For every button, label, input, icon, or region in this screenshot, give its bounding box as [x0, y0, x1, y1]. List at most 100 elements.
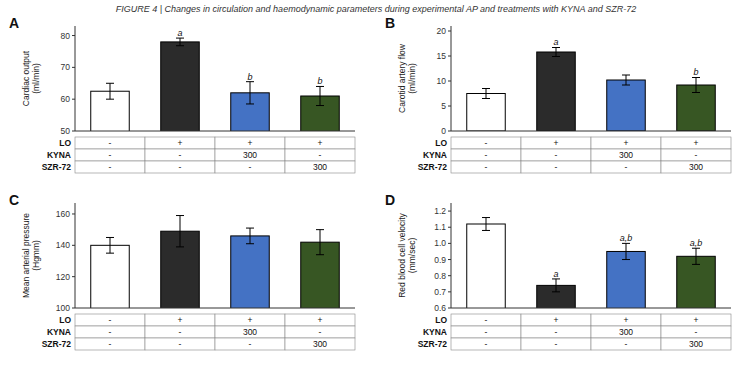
table-cell [145, 314, 215, 326]
table-cell [145, 149, 215, 161]
error-bar [482, 218, 490, 231]
table-cell [591, 326, 661, 338]
bar [161, 42, 200, 131]
table-cell-text: - [109, 315, 112, 325]
panel: BCarotid artery flow(ml/min)05101520abLO… [385, 15, 731, 173]
table-cell [285, 161, 355, 173]
table-cell [75, 149, 145, 161]
table-cell [451, 314, 521, 326]
bars [467, 224, 716, 308]
y-axis-line [451, 26, 452, 131]
bar [467, 224, 506, 308]
y-tick-label: 5 [441, 101, 446, 111]
bar [607, 80, 646, 131]
error-bar [246, 82, 254, 104]
bars [467, 52, 716, 131]
table-cell-text: - [555, 162, 558, 172]
y-axis-label: Carotid artery flow(ml/min) [397, 43, 417, 113]
y-tick-label: 1.1 [434, 222, 446, 232]
table-cell [661, 338, 731, 350]
table-cell-text: - [485, 327, 488, 337]
x-axis-line [451, 131, 731, 132]
table-cell [661, 326, 731, 338]
table-cell [521, 314, 591, 326]
table-cell-text: - [485, 150, 488, 160]
table-cell [75, 338, 145, 350]
y-tick-label: 20 [437, 26, 447, 36]
y-axis-label: Mean arterial pressure(Hgmm) [21, 213, 41, 298]
table-cell-text: + [554, 138, 559, 148]
table-cell [591, 314, 661, 326]
table-cell [591, 149, 661, 161]
table-cell-text: - [179, 327, 182, 337]
table-cell [215, 137, 285, 149]
table-cell-text: - [555, 339, 558, 349]
error-bar [552, 48, 560, 57]
bars [91, 231, 340, 308]
table-cell-text: - [485, 315, 488, 325]
table-cell-text: 300 [619, 150, 633, 160]
table-cell-text: + [554, 315, 559, 325]
table-cell [145, 338, 215, 350]
table-row-label: LO [435, 138, 447, 148]
y-tick-label: 15 [437, 51, 447, 61]
bar [91, 245, 130, 308]
table-cell [661, 137, 731, 149]
table-cell-text: + [248, 315, 253, 325]
y-axis-label-line: (ml/min) [31, 63, 41, 94]
table-cell [661, 161, 731, 173]
table-cell [215, 326, 285, 338]
error-bar [246, 228, 254, 244]
table-cell-text: - [109, 339, 112, 349]
table-cell-text: 300 [313, 162, 327, 172]
table-cell [451, 338, 521, 350]
table-cell [285, 149, 355, 161]
y-tick-label: 0.8 [434, 271, 446, 281]
y-tick-label: 0.7 [434, 287, 446, 297]
annotation: a,b [690, 238, 703, 248]
y-axis-label-line: (mm/sec) [407, 238, 417, 274]
y-axis-label-line: Carotid artery flow [397, 43, 407, 113]
error-bar [106, 83, 114, 99]
error-bar [316, 230, 324, 255]
bars [91, 42, 340, 131]
table-cell-text: + [178, 315, 183, 325]
table-cell [451, 326, 521, 338]
table-cell-text: - [319, 150, 322, 160]
table-row-label: SZR-72 [42, 339, 72, 349]
table-cell [145, 326, 215, 338]
table-cell [521, 338, 591, 350]
table-cell-text: + [318, 138, 323, 148]
panel: DRed blood cell velocity(mm/sec)0.60.70.… [385, 192, 731, 391]
table-cell [215, 338, 285, 350]
y-tick-label: 80 [61, 31, 71, 41]
annotation: b [247, 72, 252, 82]
y-axis-label-line: Red blood cell velocity [397, 212, 407, 297]
table-cell [145, 161, 215, 173]
table-cell-text: - [249, 339, 252, 349]
table-cell [75, 326, 145, 338]
table-cell [285, 338, 355, 350]
table-cell-text: + [248, 138, 253, 148]
table-cell-text: - [695, 327, 698, 337]
error-bar [176, 38, 184, 46]
panel-label: D [385, 192, 395, 208]
table-cell [521, 137, 591, 149]
y-axis-line [451, 203, 452, 308]
annotation: b [317, 76, 322, 86]
y-tick-label: 70 [61, 62, 71, 72]
table-cell-text: + [694, 315, 699, 325]
y-tick-label: 160 [56, 209, 70, 219]
table-cell-text: 300 [689, 162, 703, 172]
table-row-label: SZR-72 [418, 162, 448, 172]
y-axis-label: Cardiac output(ml/min) [21, 50, 41, 106]
y-axis-label: Red blood cell velocity(mm/sec) [397, 212, 417, 297]
error-bars [482, 48, 700, 99]
y-tick-label: 0.9 [434, 255, 446, 265]
table-cell [75, 137, 145, 149]
y-tick-label: 120 [56, 272, 70, 282]
x-axis-line [75, 308, 355, 309]
table-cell-text: - [485, 138, 488, 148]
table-cell [285, 326, 355, 338]
y-tick-label: 50 [61, 126, 71, 136]
